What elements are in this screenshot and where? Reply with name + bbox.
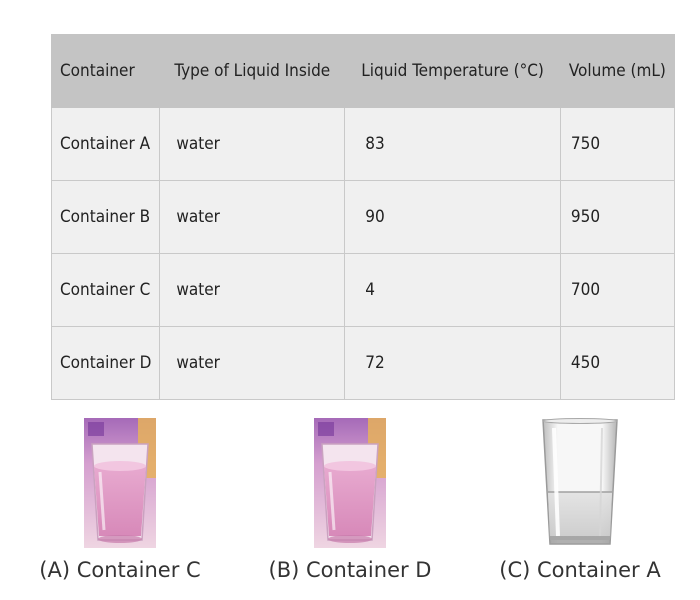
table-cell: Container D [50, 326, 161, 400]
table-cell: 83 [344, 107, 561, 181]
table-cell: 450 [559, 326, 675, 400]
table-row: Container A water 83 750 [50, 107, 675, 181]
option-label: (A) Container C [39, 558, 201, 582]
table-cell: water [159, 107, 346, 181]
table-cell: 750 [559, 107, 675, 181]
data-table: Container Type of Liquid Inside Liquid T… [50, 34, 675, 400]
answer-option-a[interactable]: (A) Container C [20, 418, 220, 582]
table-cell: Container B [50, 180, 161, 254]
table-cell: 950 [559, 180, 675, 254]
pink-water-glass-image [314, 418, 386, 548]
table-cell: 700 [559, 253, 675, 327]
answer-option-c[interactable]: (C) Container A [480, 418, 680, 582]
column-header: Type of Liquid Inside [159, 34, 346, 108]
table-cell: 90 [344, 180, 561, 254]
option-label: (C) Container A [499, 558, 661, 582]
answer-option-b[interactable]: (B) Container D [250, 418, 450, 582]
table-cell: 4 [344, 253, 561, 327]
table-header-row: Container Type of Liquid Inside Liquid T… [50, 34, 675, 108]
table-cell: water [159, 253, 346, 327]
option-label: (B) Container D [268, 558, 432, 582]
column-header: Liquid Temperature (°C) [344, 34, 561, 108]
table-cell: water [159, 326, 346, 400]
column-header: Volume (mL) [559, 34, 675, 108]
table-row: Container B water 90 950 [50, 180, 675, 254]
table-cell: Container A [50, 107, 161, 181]
column-header: Container [50, 34, 161, 108]
table-cell: Container C [50, 253, 161, 327]
pink-water-glass-image [84, 418, 156, 548]
table-row: Container C water 4 700 [50, 253, 675, 327]
table-cell: 72 [344, 326, 561, 400]
clear-water-glass-image [542, 418, 618, 545]
table-row: Container D water 72 450 [50, 326, 675, 400]
table-cell: water [159, 180, 346, 254]
